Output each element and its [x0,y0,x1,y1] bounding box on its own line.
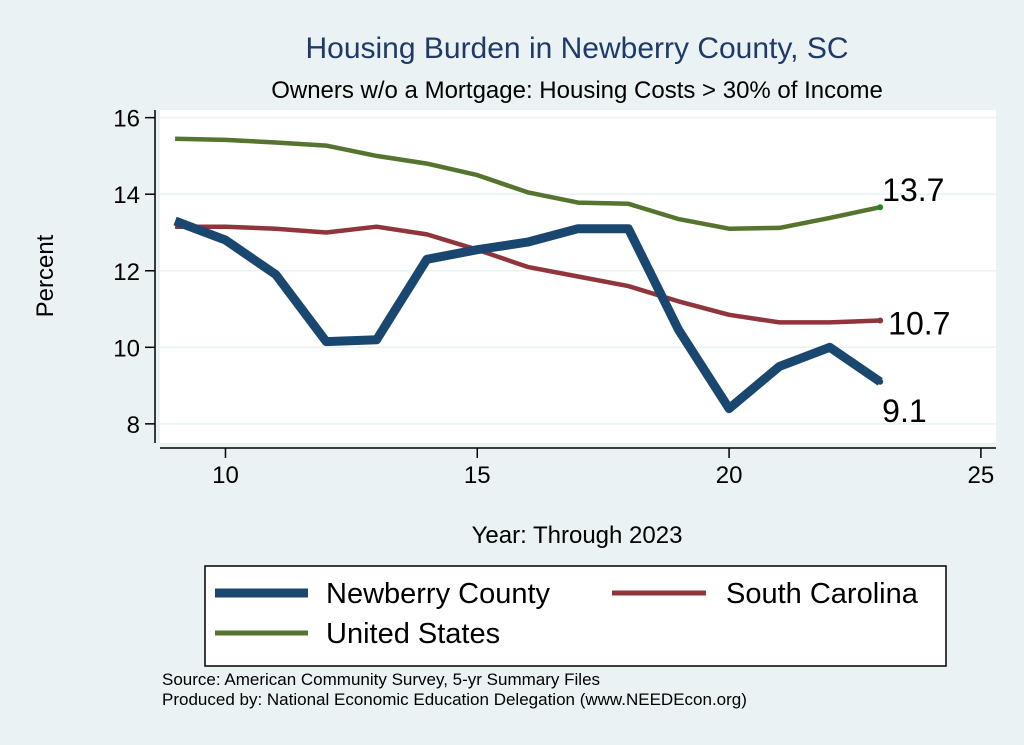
y-tick-label-14: 14 [113,182,140,209]
y-axis-title: Percent [32,234,59,317]
x-axis-title: Year: Through 2023 [472,522,683,549]
legend-box [204,565,947,667]
end-label-south-carolina: 10.7 [888,306,950,342]
x-axis-ticks: 10 15 20 25 [212,448,994,489]
x-tick-label-20: 20 [716,462,743,489]
end-label-newberry-county: 9.1 [882,393,926,429]
source-note: Source: American Community Survey, 5-yr … [162,670,600,689]
legend-label-newberry-county: Newberry County [326,578,551,610]
series-layer [173,136,883,414]
x-tick-label-25: 25 [968,462,995,489]
end-point-south-carolina [877,317,884,324]
x-tick-label-10: 10 [212,462,239,489]
y-tick-label-8: 8 [127,412,140,439]
end-label-united-states: 13.7 [882,172,944,208]
series-line-south-carolina [175,224,881,325]
end-point-newberry-county [877,378,884,385]
produced-by-note: Produced by: National Economic Education… [162,690,747,709]
legend: Newberry County South Carolina United St… [204,565,947,667]
y-tick-label-12: 12 [113,259,140,286]
y-axis-ticks: 8 10 12 14 16 [113,106,155,439]
y-tick-label-10: 10 [113,335,140,362]
series-line-newberry-county [173,216,883,414]
y-tick-label-16: 16 [113,106,140,133]
series-line-united-states [175,136,881,231]
grid-lines [160,116,996,425]
chart-subtitle: Owners w/o a Mortgage: Housing Costs > 3… [271,77,883,104]
legend-label-south-carolina: South Carolina [726,578,919,610]
end-labels: 9.1 10.7 13.7 [877,172,950,429]
end-point-united-states [877,204,884,211]
legend-label-united-states: United States [326,618,500,650]
chart-title: Housing Burden in Newberry County, SC [305,32,848,65]
x-tick-label-15: 15 [464,462,491,489]
